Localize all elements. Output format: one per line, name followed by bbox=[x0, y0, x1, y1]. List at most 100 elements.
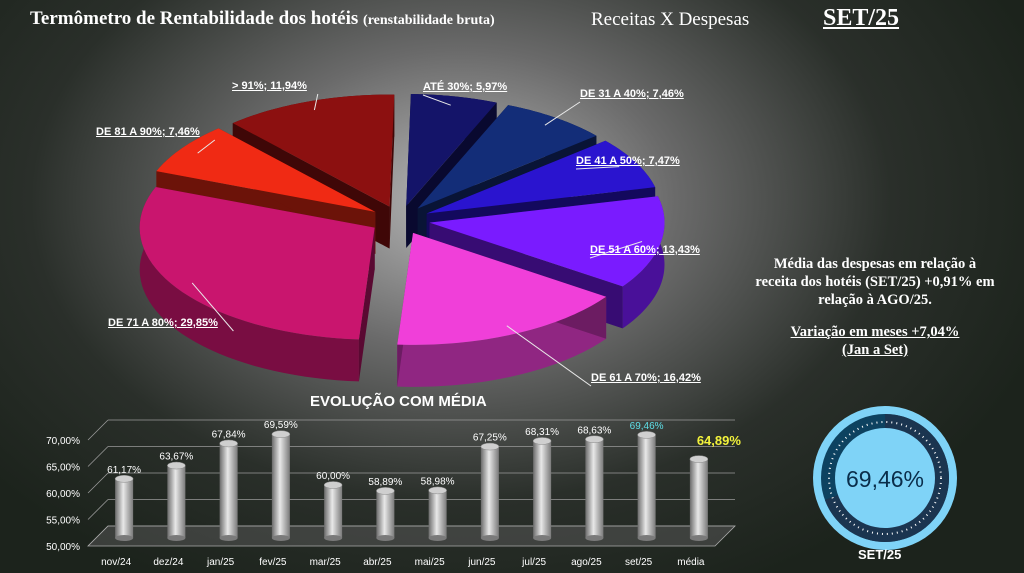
x-tick-label: ago/25 bbox=[571, 557, 602, 568]
pie-data-label: DE 31 A 40%; 7,46% bbox=[580, 88, 684, 100]
bar-value-label: 60,00% bbox=[316, 471, 350, 482]
chart-subtitle: Receitas X Despesas bbox=[591, 9, 750, 30]
period-label: SET/25 bbox=[823, 5, 900, 31]
pie-data-label: DE 51 A 60%; 13,43% bbox=[590, 244, 700, 256]
gauge: 69,46% bbox=[813, 406, 957, 550]
bar-value-label: 67,25% bbox=[473, 433, 507, 444]
gridline bbox=[87, 472, 109, 494]
bar-value-label: 67,84% bbox=[212, 429, 246, 440]
pie-slice bbox=[139, 186, 375, 382]
x-tick-label: jan/25 bbox=[206, 557, 235, 568]
x-tick-label: mai/25 bbox=[415, 557, 445, 568]
info-range: (Jan a Set) bbox=[841, 342, 909, 358]
bar-value-label: 69,59% bbox=[264, 420, 298, 431]
bar-cap bbox=[376, 487, 395, 495]
x-tick-label: set/25 bbox=[625, 557, 653, 568]
bar-base bbox=[219, 535, 238, 541]
pie-slice bbox=[397, 232, 607, 387]
bar-base bbox=[637, 535, 656, 541]
bar-cap bbox=[167, 461, 186, 470]
bar bbox=[271, 434, 290, 538]
bar-base bbox=[167, 535, 186, 541]
pie-data-label: DE 81 A 90%; 7,46% bbox=[96, 126, 200, 138]
bar bbox=[689, 459, 708, 538]
info-text: Média das despesas em relação à receita … bbox=[755, 256, 995, 308]
bar-cap bbox=[114, 475, 134, 483]
bar-value-label: 61,17% bbox=[107, 465, 141, 476]
gridline bbox=[87, 419, 109, 441]
bar-cap bbox=[323, 481, 343, 489]
pie-leader-line bbox=[589, 241, 643, 259]
bar-value-label: 64,89% bbox=[697, 433, 742, 448]
y-tick-label: 55,00% bbox=[46, 516, 80, 527]
gauge-dotted-ring bbox=[828, 421, 942, 535]
y-tick-label: 70,00% bbox=[46, 436, 80, 447]
bar bbox=[324, 485, 343, 538]
pie-data-label: > 91%; 11,94% bbox=[232, 80, 307, 92]
bar-base bbox=[428, 535, 447, 541]
bar bbox=[376, 490, 395, 538]
bar-value-label: 58,98% bbox=[421, 476, 455, 487]
bar-chart-title: EVOLUÇÃO COM MÉDIA bbox=[310, 393, 487, 410]
y-tick-label: 65,00% bbox=[46, 463, 80, 474]
gauge-value-label: 69,46% bbox=[846, 466, 924, 492]
bar-cap bbox=[480, 442, 500, 451]
title-note: (renstabilidade bruta) bbox=[363, 13, 495, 28]
bar-value-label: 68,31% bbox=[525, 427, 559, 438]
bar bbox=[533, 440, 552, 538]
pie-leader-line bbox=[197, 139, 216, 154]
expense-info-box: Média das despesas em relação à receita … bbox=[755, 255, 995, 359]
bar-value-label: 58,89% bbox=[368, 477, 402, 488]
bar-value-label: 68,63% bbox=[577, 425, 611, 436]
x-tick-label: média bbox=[677, 557, 705, 568]
bar-cap bbox=[532, 437, 552, 445]
bar-cap bbox=[689, 455, 709, 463]
pie-leader-line bbox=[575, 166, 620, 170]
pie-leader-line bbox=[313, 93, 319, 111]
bar-cap bbox=[637, 431, 656, 439]
y-tick-label: 60,00% bbox=[46, 489, 80, 500]
info-variation: Variação em meses +7,04% bbox=[790, 324, 960, 340]
bar-cap bbox=[428, 486, 447, 495]
pie-data-label: DE 71 A 80%; 29,85% bbox=[108, 317, 218, 329]
bar bbox=[115, 478, 134, 538]
bar-cap bbox=[219, 439, 238, 448]
bar-base bbox=[533, 535, 552, 541]
bar bbox=[428, 490, 447, 538]
x-tick-label: jul/25 bbox=[521, 557, 546, 568]
gridline bbox=[87, 499, 109, 520]
bar bbox=[637, 434, 656, 538]
bar-base bbox=[271, 535, 290, 541]
x-tick-label: nov/24 bbox=[101, 557, 131, 568]
bar-base bbox=[115, 535, 134, 541]
x-tick-label: dez/24 bbox=[153, 557, 183, 568]
pie-data-label: DE 41 A 50%; 7,47% bbox=[576, 155, 680, 167]
bar-cap bbox=[271, 430, 291, 438]
gauge-caption: SET/25 bbox=[858, 547, 902, 562]
x-tick-label: fev/25 bbox=[259, 557, 287, 568]
bar-base bbox=[480, 535, 499, 541]
bar-value-label: 63,67% bbox=[159, 452, 193, 463]
bar bbox=[480, 446, 499, 538]
gauge-inner-disc bbox=[835, 428, 935, 528]
pie-data-label: ATÉ 30%; 5,97% bbox=[423, 81, 508, 93]
pie-leader-line bbox=[544, 101, 581, 126]
bar-value-label: 69,46% bbox=[630, 421, 664, 432]
bar-base bbox=[376, 535, 395, 541]
pie-leader-line bbox=[422, 94, 451, 106]
pie-data-label: DE 61 A 70%; 16,42% bbox=[591, 372, 701, 384]
gridline bbox=[87, 446, 109, 467]
chart-floor bbox=[87, 525, 736, 547]
x-tick-label: mar/25 bbox=[310, 557, 342, 568]
bar-base bbox=[689, 535, 708, 541]
pie-leader-line bbox=[191, 282, 234, 332]
bar-base bbox=[585, 535, 604, 541]
x-tick-label: jun/25 bbox=[467, 557, 496, 568]
pie-leader-line bbox=[506, 325, 592, 387]
bar-chart: 50,00% 55,00% 60,00% 65,00% 70,00% 61,17% nov/… bbox=[46, 419, 742, 568]
bar-base bbox=[324, 535, 343, 541]
y-tick-label: 50,00% bbox=[46, 542, 80, 553]
page-title: Termômetro de Rentabilidade dos hotéis (… bbox=[30, 8, 495, 29]
x-tick-label: abr/25 bbox=[363, 557, 392, 568]
bar bbox=[585, 439, 604, 538]
